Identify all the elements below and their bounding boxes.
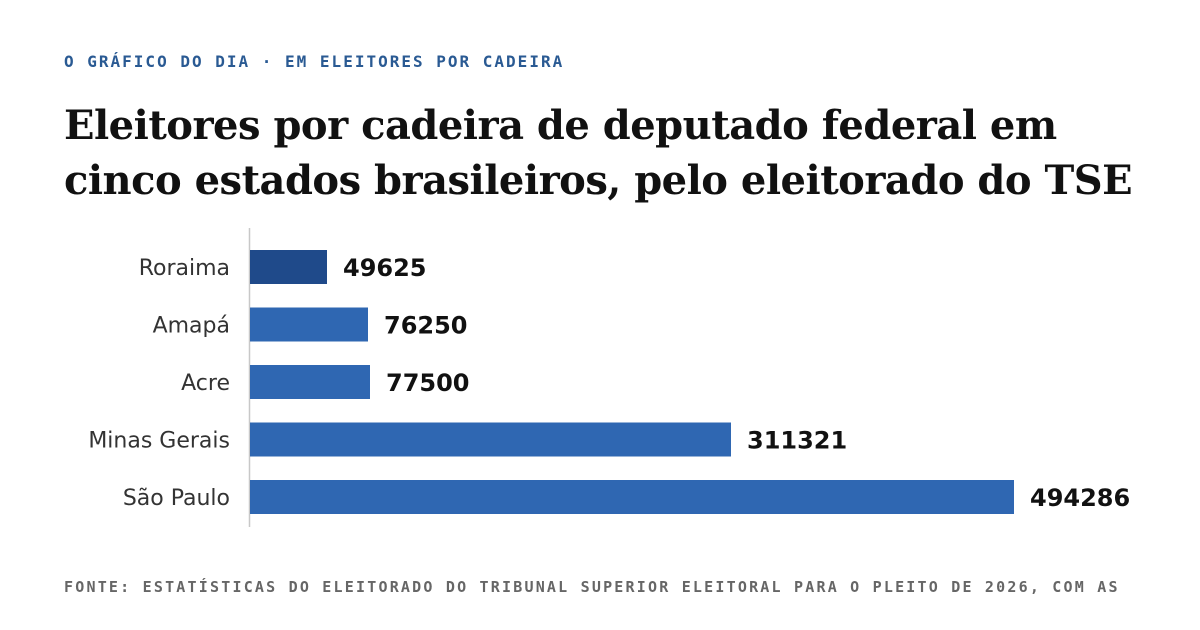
chart-title: Eleitores por cadeira de deputado federa… [64,102,1133,204]
bar-amapa [250,307,368,342]
value-label-sao-paulo: 494286 [1030,484,1130,512]
bar-minas-gerais [250,422,731,457]
category-label-acre: Acre [181,371,230,396]
bar-sao-paulo [250,480,1014,514]
value-label-minas-gerais: 311321 [747,427,847,455]
chart-source: FONTE: ESTATÍSTICAS DO ELEITORADO DO TRI… [64,578,1120,596]
category-label-sao-paulo: São Paulo [123,486,230,511]
value-label-amapa: 76250 [384,312,468,340]
value-label-roraima: 49625 [343,254,427,282]
bar-roraima [250,250,327,284]
bar-acre [250,365,370,399]
category-label-minas-gerais: Minas Gerais [88,429,230,454]
chart-kicker: O GRÁFICO DO DIA · EM ELEITORES POR CADE… [64,52,565,71]
category-label-roraima: Roraima [139,256,230,281]
category-label-amapa: Amapá [153,314,230,339]
value-label-acre: 77500 [386,369,470,397]
